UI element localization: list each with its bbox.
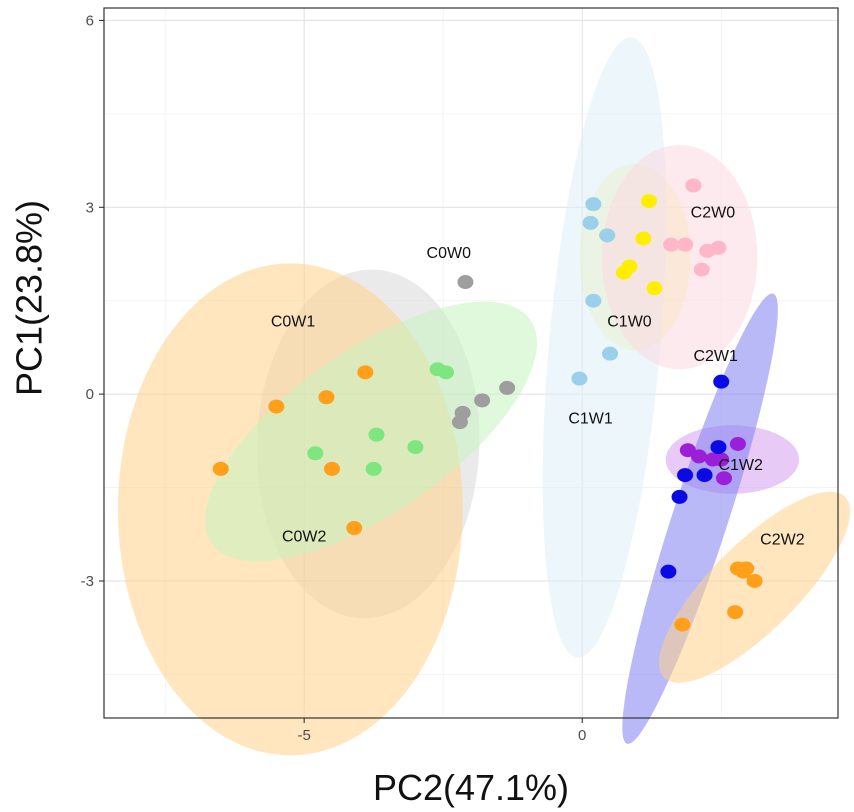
- point-c2w2: [674, 617, 691, 632]
- y-tick-label: 6: [86, 12, 94, 29]
- point-c1w0: [615, 265, 632, 280]
- label-c2w0: C2W0: [691, 205, 736, 222]
- point-c1w2: [716, 471, 733, 486]
- label-c0w2: C0W2: [282, 529, 327, 546]
- point-c2w2: [746, 573, 763, 588]
- ellipse-c2w1: [622, 293, 778, 744]
- point-c0w1: [268, 399, 285, 414]
- label-c2w2: C2W2: [760, 532, 805, 549]
- label-c0w1: C0W1: [271, 314, 316, 331]
- point-c1w1: [599, 228, 616, 243]
- point-c2w0: [693, 262, 710, 277]
- ellipse-c2w0: [601, 145, 758, 370]
- point-c2w1: [660, 564, 677, 579]
- point-c1w1: [582, 215, 599, 230]
- y-tick-label: -3: [81, 573, 94, 590]
- point-c2w1: [710, 440, 727, 455]
- label-c1w0: C1W0: [607, 314, 652, 331]
- x-axis-title: PC2(47.1%): [373, 767, 569, 808]
- point-c1w0: [646, 281, 663, 296]
- point-c0w2: [307, 446, 324, 461]
- point-c0w2: [365, 461, 382, 476]
- point-c0w2: [368, 427, 385, 442]
- point-c1w0: [640, 194, 657, 209]
- point-c0w1: [212, 461, 229, 476]
- point-c1w2: [713, 452, 730, 467]
- point-c2w1: [677, 468, 694, 483]
- data-points: [212, 178, 763, 632]
- label-c1w2: C1W2: [718, 457, 763, 474]
- point-c0w0: [457, 275, 474, 290]
- x-tick-label: -5: [298, 727, 311, 744]
- point-c1w2: [690, 449, 707, 464]
- point-c2w0: [685, 178, 702, 193]
- point-c0w1: [318, 390, 335, 405]
- group-labels: C0W0 C0W1 C0W2 C1W0 C1W1 C1W2 C2W0 C2W1 C2W2: [271, 205, 805, 549]
- point-c2w0: [710, 240, 727, 255]
- point-c1w1: [571, 371, 588, 386]
- point-c2w0: [677, 237, 694, 252]
- point-c2w1: [713, 374, 730, 389]
- confidence-ellipses: [117, 37, 851, 756]
- plot-panel-border: [103, 7, 839, 719]
- point-c0w0: [474, 393, 491, 408]
- point-c0w2: [407, 440, 424, 455]
- point-c2w1: [671, 489, 688, 504]
- label-c0w0: C0W0: [427, 245, 472, 262]
- point-c2w0: [663, 237, 680, 252]
- point-c0w1: [357, 365, 374, 380]
- point-c0w1: [323, 461, 340, 476]
- point-c0w2: [437, 365, 454, 380]
- point-c2w1: [696, 468, 713, 483]
- y-tick-label: 3: [86, 199, 94, 216]
- point-c1w1: [602, 346, 619, 361]
- point-c2w2: [727, 605, 744, 620]
- point-c2w2: [735, 564, 752, 579]
- y-tick-label: 0: [86, 386, 94, 403]
- point-c0w0: [499, 380, 516, 395]
- point-c0w0: [451, 415, 468, 430]
- label-c1w1: C1W1: [568, 410, 613, 427]
- point-c1w1: [585, 197, 602, 212]
- axis-ticks: -5 0 -3 0 3 6: [81, 12, 587, 744]
- label-c2w1: C2W1: [693, 348, 738, 365]
- point-c1w2: [729, 436, 746, 451]
- point-c1w0: [635, 231, 652, 246]
- y-axis-title: PC1(23.8%): [9, 200, 50, 396]
- point-c0w1: [346, 521, 363, 536]
- point-c1w1: [585, 293, 602, 308]
- x-tick-label: 0: [578, 727, 586, 744]
